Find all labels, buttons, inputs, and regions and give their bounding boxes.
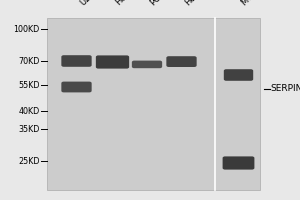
- Text: 100KD: 100KD: [14, 24, 40, 33]
- Text: 55KD: 55KD: [18, 81, 40, 90]
- FancyBboxPatch shape: [224, 69, 253, 81]
- Text: HepG2: HepG2: [114, 0, 141, 7]
- FancyBboxPatch shape: [223, 156, 254, 170]
- Text: PC-3: PC-3: [148, 0, 169, 7]
- Text: 25KD: 25KD: [18, 156, 40, 166]
- Text: 70KD: 70KD: [18, 56, 40, 66]
- Bar: [46, 18, 260, 190]
- FancyBboxPatch shape: [61, 55, 92, 67]
- Text: Mouse liver: Mouse liver: [240, 0, 281, 7]
- Text: U251: U251: [78, 0, 100, 7]
- Text: 35KD: 35KD: [18, 124, 40, 134]
- FancyBboxPatch shape: [132, 61, 162, 68]
- Text: 40KD: 40KD: [18, 106, 40, 116]
- Text: Ho8910?: Ho8910?: [183, 0, 216, 7]
- FancyBboxPatch shape: [96, 55, 129, 69]
- FancyBboxPatch shape: [166, 56, 197, 67]
- FancyBboxPatch shape: [61, 82, 92, 92]
- Text: SERPINC1: SERPINC1: [271, 84, 300, 93]
